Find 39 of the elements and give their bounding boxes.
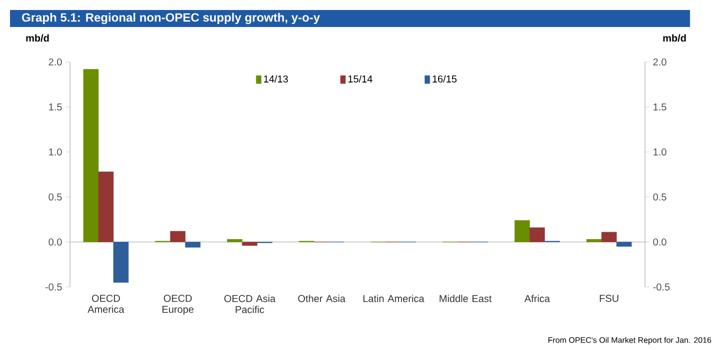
x-tick-label: Middle East — [440, 294, 492, 302]
y2-tick-label: 0.5 — [653, 193, 666, 201]
bar — [98, 172, 114, 242]
y-axis-title: mb/d — [26, 34, 49, 42]
y-tick-label: 1.5 — [49, 104, 62, 110]
x-tick-label: OECD Europe — [162, 294, 194, 315]
y2-tick-label: 0.0 — [653, 238, 666, 246]
y2-tick-label: -0.5 — [653, 283, 670, 291]
x-tick-label: Africa — [524, 294, 550, 302]
chart-title: Graph 5.1: Regional non-OPEC supply growth, y-o-y — [22, 12, 320, 24]
y2-tick-label: 2.0 — [653, 58, 666, 66]
y-tick-label: 0.0 — [48, 238, 62, 246]
legend-label: 15/14 — [348, 75, 372, 83]
y2-tick-label: 1.5 — [654, 104, 666, 110]
y-tick-label: 2.0 — [48, 58, 62, 66]
x-tick-label: FSU — [600, 294, 618, 302]
x-tick-label: OECD Asia Pacific — [224, 294, 276, 314]
bar — [601, 232, 617, 242]
bar — [113, 242, 129, 283]
bar — [242, 242, 258, 246]
y2-axis-title: mb/d — [663, 34, 686, 42]
text: From OPEC's Oil Market Report for Jan. 2016 — [548, 336, 712, 344]
bar — [170, 231, 186, 242]
bar — [616, 242, 632, 247]
y-tick-label: 0.5 — [48, 193, 62, 201]
bar — [514, 220, 530, 242]
bar — [586, 239, 602, 242]
x-tick-label: OECD America — [88, 294, 124, 313]
bar — [185, 242, 200, 248]
y-tick-label: 1.0 — [49, 148, 62, 156]
bar — [227, 239, 242, 242]
legend-label: 14/13 — [264, 75, 288, 83]
x-tick-label: Latin America — [363, 294, 424, 302]
y2-tick-label: 1.0 — [654, 148, 666, 156]
bar — [530, 227, 545, 242]
legend-label: 16/15 — [432, 75, 457, 83]
x-tick-label: Other Asia — [298, 294, 346, 302]
y-tick-label: -0.5 — [45, 283, 62, 291]
bar — [83, 69, 99, 242]
